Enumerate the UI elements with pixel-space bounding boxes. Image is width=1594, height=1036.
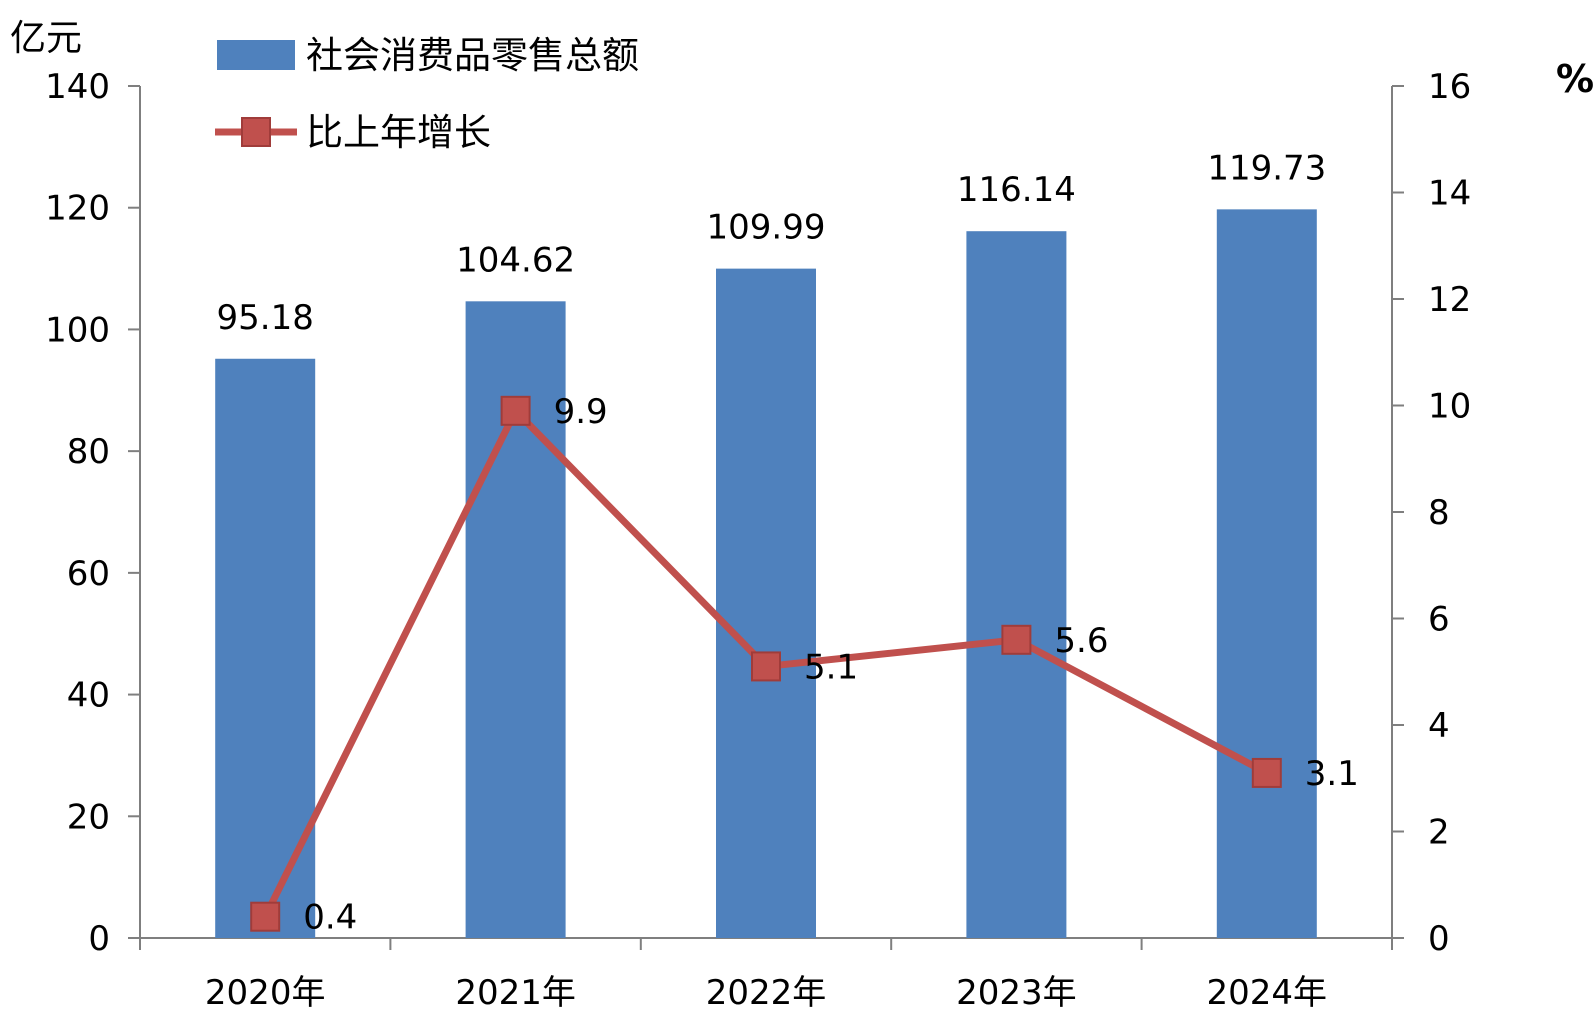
legend: 社会消费品零售总额 比上年增长	[215, 34, 639, 154]
line-marker	[500, 395, 531, 426]
right-y-tick-label: 16	[1428, 67, 1471, 107]
x-tick-label: 2022年	[706, 973, 827, 1013]
right-y-tick-label: 2	[1428, 813, 1450, 853]
line-marker	[1001, 624, 1032, 655]
line-marker	[250, 901, 281, 932]
legend-line-marker	[241, 117, 271, 147]
left-y-tick-label: 60	[67, 554, 110, 594]
left-y-tick-label: 140	[45, 67, 110, 107]
bar-value-label: 95.18	[217, 298, 314, 338]
left-axis-unit: 亿元	[10, 18, 82, 59]
bar-value-label: 119.73	[1207, 148, 1326, 188]
legend-bar-swatch	[217, 40, 295, 70]
x-tick-label: 2023年	[956, 973, 1077, 1013]
legend-line-label: 比上年增长	[306, 111, 491, 154]
left-y-tick-label: 100	[45, 310, 110, 350]
line-marker	[1251, 757, 1282, 788]
bar-value-label: 104.62	[456, 240, 575, 280]
right-y-tick-label: 8	[1428, 493, 1450, 533]
legend-bar-label: 社会消费品零售总额	[306, 34, 639, 77]
right-y-tick-label: 14	[1428, 174, 1471, 214]
bar	[966, 231, 1067, 938]
line-marker	[751, 651, 781, 682]
line-value-label: 5.6	[1054, 621, 1108, 661]
line-value-label: 3.1	[1305, 754, 1359, 794]
right-y-tick-label: 6	[1428, 600, 1450, 640]
left-y-tick-label: 0	[88, 919, 110, 959]
right-y-tick-label: 10	[1428, 387, 1471, 427]
growth-line-series	[250, 395, 1282, 932]
axes: 0 20 40 60 80 100 120 140 0 2 4 6 8 10 12 14 16 2020年 2021…	[45, 67, 1471, 1013]
bar-series	[215, 209, 1317, 938]
bar-value-label: 116.14	[957, 170, 1076, 210]
left-y-tick-label: 80	[67, 432, 110, 472]
line-value-label: 0.4	[303, 898, 357, 938]
right-y-tick-label: 12	[1428, 280, 1471, 320]
bar-value-label: 109.99	[707, 208, 826, 248]
line-value-label: 9.9	[554, 392, 608, 432]
right-y-tick-label: 0	[1428, 919, 1450, 959]
x-tick-label: 2024年	[1207, 973, 1328, 1013]
x-tick-label: 2020年	[205, 973, 326, 1013]
x-tick-label: 2021年	[455, 973, 576, 1013]
bar	[1216, 209, 1317, 938]
data-labels: 95.18 104.62 109.99 116.14 119.73 0.4 9.9 5.1 5.…	[217, 148, 1359, 937]
right-axis-unit: %	[1556, 57, 1594, 101]
bar	[716, 268, 816, 938]
left-y-tick-label: 120	[45, 189, 110, 229]
bar	[215, 358, 316, 938]
line-value-label: 5.1	[804, 647, 858, 687]
left-y-tick-label: 20	[67, 797, 110, 837]
left-y-tick-label: 40	[67, 676, 110, 716]
right-y-tick-label: 4	[1428, 706, 1450, 746]
